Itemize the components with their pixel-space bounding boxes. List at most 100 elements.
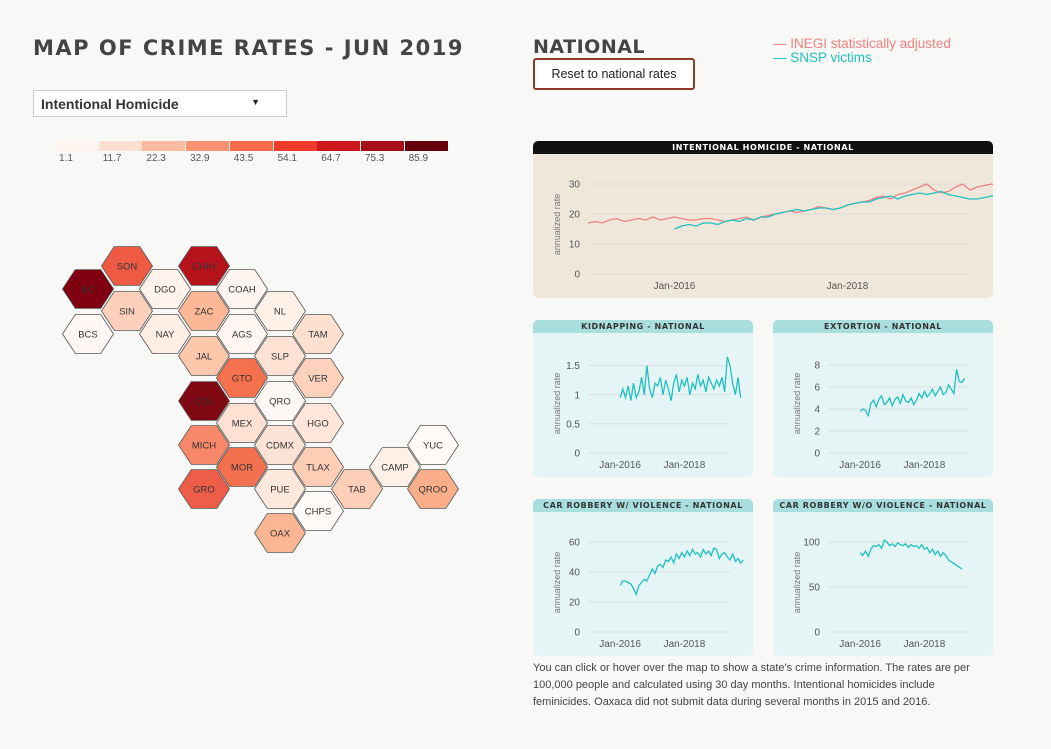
x-tick-label: Jan-2016 xyxy=(839,460,881,471)
legend-label: 32.9 xyxy=(190,153,210,164)
legend-label: 11.7 xyxy=(102,153,122,164)
state-hex-zac[interactable]: ZAC xyxy=(178,291,230,331)
x-tick-label: Jan-2018 xyxy=(904,639,946,650)
chart-car-robbery-no-violence[interactable]: CAR ROBBERY W/O VIOLENCE - NATIONAL 0 50 1… xyxy=(773,499,993,656)
state-label: ZAC xyxy=(195,307,214,318)
y-tick-label: 60 xyxy=(569,538,581,549)
state-hex-mor[interactable]: MOR xyxy=(216,447,268,487)
state-label: MICH xyxy=(192,441,216,452)
state-hex-qro[interactable]: QRO xyxy=(254,381,306,421)
state-hex-hgo[interactable]: HGO xyxy=(292,403,344,443)
state-hex-mex[interactable]: MEX xyxy=(216,403,268,443)
state-label: SIN xyxy=(119,307,135,318)
reset-national-button[interactable]: Reset to national rates xyxy=(533,58,695,90)
legend-swatch xyxy=(360,141,404,151)
y-tick-label: 4 xyxy=(814,405,820,416)
state-hex-mich[interactable]: MICH xyxy=(178,425,230,465)
y-tick-label: 0 xyxy=(814,449,820,460)
state-hex-oax[interactable]: OAX xyxy=(254,513,306,553)
state-label: TAB xyxy=(348,485,366,496)
y-tick-label: 0 xyxy=(574,270,580,281)
y-tick-label: 0.5 xyxy=(566,419,580,430)
state-hex-ags[interactable]: AGS xyxy=(216,314,268,354)
hex-map[interactable]: SON CHIH BC DGO COAH SIN ZAC NL BCS NAY AGS TAM JAL S… xyxy=(0,0,520,600)
state-hex-gto[interactable]: GTO xyxy=(216,358,268,398)
state-label: VER xyxy=(308,374,328,385)
legend-swatch xyxy=(229,141,273,151)
series-line xyxy=(674,190,993,230)
x-tick-label: Jan-2016 xyxy=(599,460,641,471)
chart-title: KIDNAPPING - NATIONAL xyxy=(533,320,753,333)
legend-inegi: — INEGI statistically adjusted xyxy=(773,36,951,51)
y-tick-label: 0 xyxy=(814,628,820,639)
state-hex-bc[interactable]: BC xyxy=(62,269,114,309)
state-hex-col[interactable]: COL xyxy=(178,381,230,421)
y-tick-label: 10 xyxy=(569,240,581,251)
chart-title: EXTORTION - NATIONAL xyxy=(773,320,993,333)
chart-plot: 0 10 20 30 Jan-2016 Jan-2018 annualized rate xyxy=(552,180,993,292)
state-label: NL xyxy=(274,307,286,318)
series-line xyxy=(619,547,744,597)
chart-car-robbery-violence[interactable]: CAR ROBBERY W/ VIOLENCE - NATIONAL 0 20 40… xyxy=(533,499,753,656)
crime-type-select[interactable]: Intentional Homicide ▼ xyxy=(33,90,287,117)
legend-swatch xyxy=(404,141,448,151)
state-hex-bcs[interactable]: BCS xyxy=(62,314,114,354)
legend-label: 75.3 xyxy=(364,153,385,164)
state-label: TAM xyxy=(308,330,327,341)
x-tick-label: Jan-2016 xyxy=(839,639,881,650)
state-hex-yuc[interactable]: YUC xyxy=(407,425,459,465)
state-label: MOR xyxy=(231,463,253,474)
chart-kidnapping[interactable]: KIDNAPPING - NATIONAL 0 0.5 1 1.5 Jan-2016 Ja… xyxy=(533,320,753,477)
y-tick-label: 0 xyxy=(574,628,580,639)
national-title: NATIONAL xyxy=(533,36,646,58)
chart-plot: 0 20 40 60 Jan-2016 Jan-2018 annualized rate xyxy=(552,538,744,650)
state-hex-qroo[interactable]: QROO xyxy=(407,469,459,509)
state-hex-ver[interactable]: VER xyxy=(292,358,344,398)
state-hex-jal[interactable]: JAL xyxy=(178,336,230,376)
state-hex-nay[interactable]: NAY xyxy=(139,314,191,354)
legend-label: 54.1 xyxy=(277,153,297,164)
chart-extortion[interactable]: EXTORTION - NATIONAL 0 2 4 6 8 Jan-2016 Jan-20… xyxy=(773,320,993,477)
state-hex-pue[interactable]: PUE xyxy=(254,469,306,509)
legend-snsp: — SNSP victims xyxy=(773,50,872,65)
x-tick-label: Jan-2016 xyxy=(599,639,641,650)
y-tick-label: 1.5 xyxy=(566,361,580,372)
legend-inegi-dash: — xyxy=(773,36,791,51)
series-line xyxy=(619,356,742,401)
chart-plot: 0 0.5 1 1.5 Jan-2016 Jan-2018 annualized rate xyxy=(552,356,742,471)
state-hex-slp[interactable]: SLP xyxy=(254,336,306,376)
state-label: CDMX xyxy=(266,441,295,452)
state-hex-cdmx[interactable]: CDMX xyxy=(254,425,306,465)
state-label: COL xyxy=(194,397,214,408)
state-hex-gro[interactable]: GRO xyxy=(178,469,230,509)
x-tick-label: Jan-2018 xyxy=(904,460,946,471)
legend-label: 64.7 xyxy=(321,153,341,164)
state-hex-son[interactable]: SON xyxy=(101,246,153,286)
chart-intentional-homicide[interactable]: INTENTIONAL HOMICIDE - NATIONAL 0 10 20 30 J… xyxy=(533,141,993,298)
y-tick-label: 6 xyxy=(814,383,820,394)
state-label: OAX xyxy=(270,529,291,540)
state-hex-tlax[interactable]: TLAX xyxy=(292,447,344,487)
state-hex-camp[interactable]: CAMP xyxy=(369,447,421,487)
state-hex-nl[interactable]: NL xyxy=(254,291,306,331)
state-hex-chih[interactable]: CHIH xyxy=(178,246,230,286)
state-hex-tam[interactable]: TAM xyxy=(292,314,344,354)
state-hex-chps[interactable]: CHPS xyxy=(292,491,344,531)
state-label: GRO xyxy=(193,485,215,496)
legend-swatch xyxy=(142,141,186,151)
y-tick-label: 50 xyxy=(809,583,821,594)
state-label: PUE xyxy=(270,485,290,496)
state-label: SLP xyxy=(271,352,289,363)
x-tick-label: Jan-2016 xyxy=(654,281,696,292)
state-hex-tab[interactable]: TAB xyxy=(331,469,383,509)
y-axis-label: annualized rate xyxy=(552,194,562,256)
y-axis-label: annualized rate xyxy=(792,552,802,614)
legend-label: 85.9 xyxy=(408,153,429,164)
state-label: GTO xyxy=(232,374,252,385)
state-hex-coah[interactable]: COAH xyxy=(216,269,268,309)
state-label: BC xyxy=(81,285,94,296)
state-hex-dgo[interactable]: DGO xyxy=(139,269,191,309)
y-tick-label: 2 xyxy=(814,427,820,438)
state-hex-sin[interactable]: SIN xyxy=(101,291,153,331)
state-label: QROO xyxy=(418,485,447,496)
